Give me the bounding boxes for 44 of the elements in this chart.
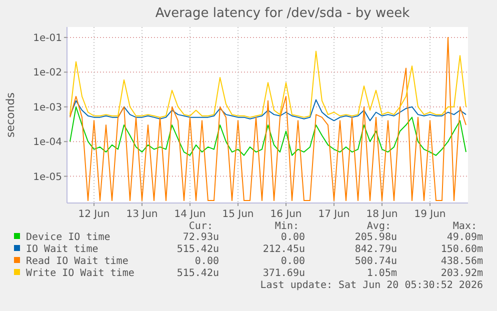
line-series: [70, 99, 466, 122]
text: 515.42u: [176, 244, 219, 255]
y-tick-label: 1e-01: [33, 32, 62, 44]
text: 203.92m: [440, 268, 483, 279]
x-tick-label: 17 Jun: [318, 209, 350, 220]
line-series: [70, 106, 466, 156]
text: 0.00: [194, 256, 219, 267]
y-axis-title: seconds: [4, 92, 17, 138]
y-tick-label: 1e-05: [33, 172, 62, 183]
text: 842.79u: [354, 244, 397, 255]
x-tick-label: 15 Jun: [222, 209, 254, 220]
legend-label: Read IO Wait time: [26, 256, 128, 267]
text: 150.60m: [440, 244, 483, 255]
x-tick-label: 14 Jun: [174, 209, 206, 220]
x-tick-label: 16 Jun: [270, 209, 302, 220]
text: 49.09m: [446, 232, 483, 243]
legend-label: Write IO Wait time: [26, 268, 134, 279]
legend-label: IO Wait time: [26, 244, 98, 255]
text: Max:: [452, 221, 477, 232]
text: 500.74u: [354, 256, 397, 267]
x-tick-label: 13 Jun: [126, 209, 158, 220]
text: 515.42u: [176, 268, 219, 279]
text: 0.00: [280, 232, 305, 243]
text: 72.93u: [182, 232, 219, 243]
chart-title: Average latency for /dev/sda - by week: [155, 6, 410, 21]
y-tick-label: 1e-04: [33, 137, 62, 148]
text: Cur:: [188, 221, 213, 232]
line-series: [70, 36, 466, 202]
text: Last update: Sat Jun 20 05:30:52 2026: [260, 280, 483, 291]
text: 1.05m: [366, 268, 397, 279]
text: 205.98u: [354, 232, 397, 243]
text: 0.00: [280, 256, 305, 267]
line-series: [70, 50, 466, 118]
text: Avg:: [366, 221, 391, 232]
x-tick-label: 12 Jun: [78, 209, 110, 220]
y-tick-label: 1e-02: [33, 68, 62, 79]
legend-label: Device IO time: [26, 232, 110, 243]
text: 438.56m: [440, 256, 483, 267]
x-tick-label: 19 Jun: [414, 209, 446, 220]
y-tick-label: 1e-03: [33, 102, 62, 114]
text: Min:: [274, 221, 299, 232]
text: 212.45u: [262, 244, 305, 255]
text: 371.69u: [262, 268, 305, 279]
x-tick-label: 18 Jun: [366, 209, 398, 220]
